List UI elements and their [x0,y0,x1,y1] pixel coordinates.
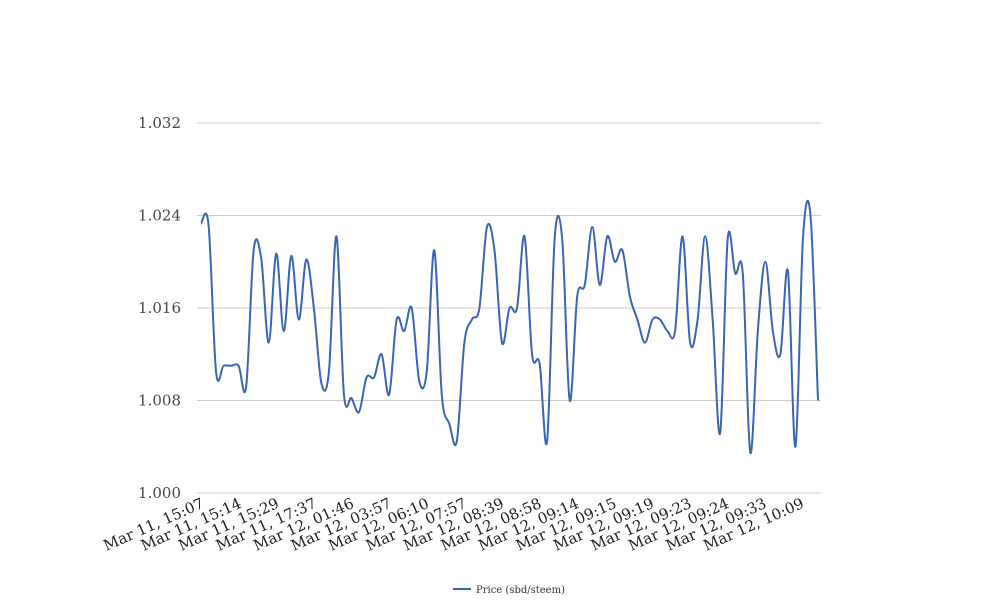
legend: Price (sbd/steem) [453,585,565,596]
y-tick-label: 1.024 [138,207,181,225]
series-line-price [200,199,819,454]
series-group [200,199,819,454]
y-tick-label: 1.032 [138,114,181,132]
legend-label: Price (sbd/steem) [476,585,565,596]
y-tick-label: 1.016 [138,299,181,317]
y-axis-ticks: 1.000 1.008 1.016 1.024 1.032 [138,114,181,502]
y-tick-label: 1.000 [138,484,181,502]
y-tick-label: 1.008 [138,392,181,410]
